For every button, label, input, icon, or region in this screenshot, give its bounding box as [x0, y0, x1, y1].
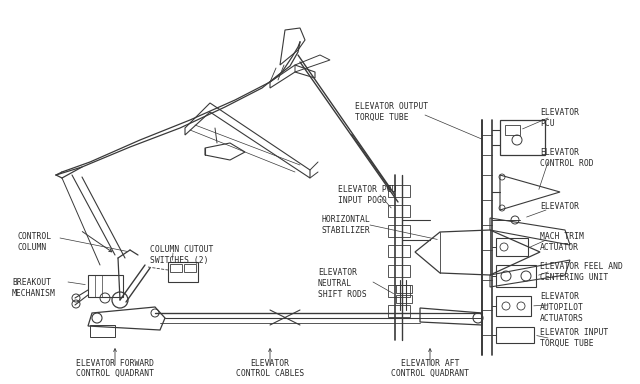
Bar — [388, 225, 410, 237]
Text: HORIZONTAL
STABILIZER: HORIZONTAL STABILIZER — [322, 215, 371, 235]
Bar — [388, 285, 410, 297]
Text: BREAKOUT
MECHANISM: BREAKOUT MECHANISM — [12, 278, 56, 298]
Bar — [388, 305, 410, 317]
Text: ELEVATOR OUTPUT
TORQUE TUBE: ELEVATOR OUTPUT TORQUE TUBE — [355, 102, 428, 122]
Bar — [496, 327, 534, 343]
Text: ELEVATOR FEEL AND
CENTERING UNIT: ELEVATOR FEEL AND CENTERING UNIT — [540, 262, 623, 282]
Text: ELEVATOR
AUTOPILOT
ACTUATORS: ELEVATOR AUTOPILOT ACTUATORS — [540, 292, 584, 323]
Bar — [388, 265, 410, 277]
Text: ELEVATOR FORWARD
CONTROL QUADRANT: ELEVATOR FORWARD CONTROL QUADRANT — [76, 359, 154, 378]
Text: CONTROL
COLUMN: CONTROL COLUMN — [18, 232, 52, 252]
Bar — [170, 264, 182, 272]
Bar — [500, 120, 545, 155]
Text: ELEVATOR
CONTROL ROD: ELEVATOR CONTROL ROD — [540, 148, 594, 168]
Bar — [505, 125, 520, 135]
Bar — [396, 285, 412, 293]
Bar — [496, 238, 528, 256]
Text: COLUMN CUTOUT
SWITCHES (2): COLUMN CUTOUT SWITCHES (2) — [150, 245, 213, 265]
Bar — [184, 264, 196, 272]
Bar — [88, 275, 123, 297]
Text: ELEVATOR
CONTROL CABLES: ELEVATOR CONTROL CABLES — [236, 359, 304, 378]
Bar — [396, 295, 412, 303]
Text: ELEVATOR
PCU: ELEVATOR PCU — [540, 108, 579, 128]
Bar — [90, 325, 115, 337]
Text: ELEVATOR INPUT
TORQUE TUBE: ELEVATOR INPUT TORQUE TUBE — [540, 328, 608, 348]
Bar — [168, 262, 198, 282]
Text: ELEVATOR AFT
CONTROL QUADRANT: ELEVATOR AFT CONTROL QUADRANT — [391, 359, 469, 378]
Text: ELEVATOR PCU
INPUT POGO: ELEVATOR PCU INPUT POGO — [338, 185, 397, 205]
Text: MACH TRIM
ACTUATOR: MACH TRIM ACTUATOR — [540, 232, 584, 252]
Text: ELEVATOR
NEUTRAL
SHIFT RODS: ELEVATOR NEUTRAL SHIFT RODS — [318, 268, 367, 299]
Bar — [388, 245, 410, 257]
Bar — [496, 265, 536, 287]
Bar — [496, 296, 531, 316]
Bar — [388, 205, 410, 217]
Text: ELEVATOR: ELEVATOR — [540, 202, 579, 211]
Bar — [388, 185, 410, 197]
